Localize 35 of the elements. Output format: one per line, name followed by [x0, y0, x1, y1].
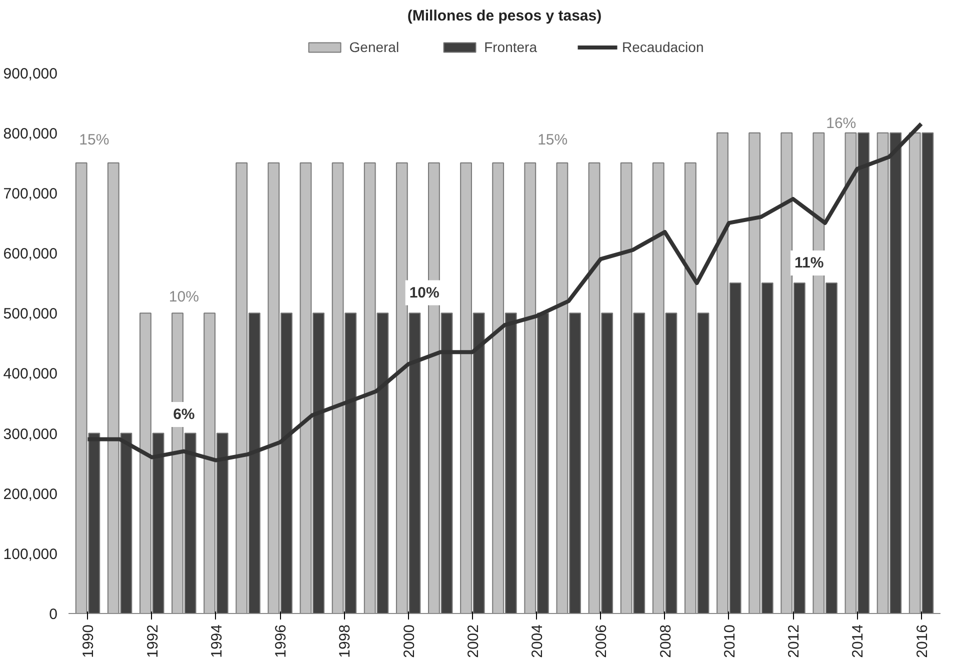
annotation: 6%: [173, 406, 195, 423]
y-tick-label: 300,000: [3, 426, 58, 443]
legend-label: Frontera: [484, 39, 537, 55]
x-tick-label: 2012: [786, 624, 803, 658]
x-tick-label: 2014: [850, 624, 867, 658]
x-tick-label: 1992: [144, 624, 162, 658]
y-tick-label: 500,000: [3, 306, 58, 323]
x-tick-label: 2002: [464, 624, 482, 658]
x-tick-label: 1998: [336, 624, 354, 658]
x-tick-label: 2000: [400, 624, 418, 658]
x-tick-label: 2016: [914, 624, 931, 658]
x-tick-label: 2010: [721, 624, 738, 658]
annotation: 15%: [79, 131, 110, 148]
annotation: 10%: [168, 288, 199, 306]
y-tick-label: 400,000: [3, 366, 58, 383]
y-tick-label: 100,000: [3, 546, 58, 563]
legend-label: Recaudacion: [622, 39, 704, 55]
x-tick-label: 1990: [80, 624, 98, 658]
annotation: 16%: [826, 115, 856, 132]
legend-label: General: [349, 39, 400, 55]
chart-title: (Millones de pesos y tasas): [407, 8, 602, 24]
x-tick-label: 1994: [208, 624, 226, 658]
y-tick-label: 0: [49, 606, 58, 623]
y-tick-label: 900,000: [3, 65, 58, 82]
y-tick-label: 200,000: [3, 486, 58, 503]
y-tick-label: 700,000: [3, 185, 58, 202]
x-tick-label: 2006: [593, 624, 610, 658]
x-tick-label: 2008: [657, 624, 674, 658]
annotation: 15%: [538, 131, 568, 148]
annotation: 11%: [794, 254, 824, 272]
x-tick-label: 1996: [272, 624, 290, 658]
x-tick-label: 2004: [529, 624, 546, 658]
y-tick-label: 800,000: [3, 125, 58, 142]
annotation: 10%: [409, 284, 440, 302]
y-tick-label: 600,000: [3, 246, 58, 263]
